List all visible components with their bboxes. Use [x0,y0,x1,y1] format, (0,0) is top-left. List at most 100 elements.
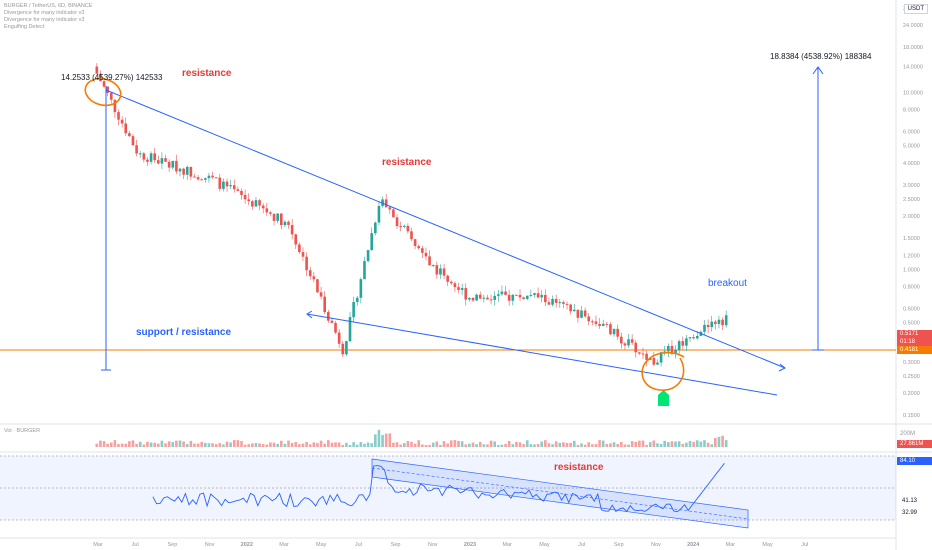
candle-body [272,213,276,221]
time-tick-label: Jul [801,542,808,548]
volume-bar [182,441,185,447]
volume-bar [345,442,348,447]
candle-body [446,275,449,282]
indicator-label[interactable]: Divergence for many indicator v3 [4,10,85,16]
volume-bar [298,444,301,447]
candle-body [305,256,308,271]
candle-body [142,153,146,160]
volume-bar [677,441,681,447]
rsi-line [152,463,725,513]
volume-bar [544,440,547,447]
candle-body [341,343,345,355]
support-price-tag [897,346,932,354]
volume-bar [439,444,442,447]
candle-body [515,294,518,296]
volume-bar [359,442,363,447]
volume-bar [453,440,457,447]
volume-bar [171,442,175,447]
candle-body [395,217,399,227]
candle-body [413,239,417,247]
volume-bar [175,440,178,447]
volume-bar [525,440,529,447]
candle-body [449,281,453,284]
volume-bar [156,443,160,447]
time-tick-label: Mar [93,542,103,548]
candle-body [120,119,124,124]
candle-body [251,201,254,207]
volume-bar [251,443,254,447]
breakout-label: breakout [708,278,747,289]
time-tick-label: Nov [205,542,215,548]
candle-body [117,112,120,120]
countdown-tag [897,338,932,346]
volume-bar [348,444,352,447]
candle-body [290,224,294,235]
indicator-label[interactable]: Divergence for many indicator v3 [4,17,85,23]
candle-body [363,261,366,280]
volume-bar [265,444,269,447]
volume-bar [565,442,569,447]
candle-body [674,349,677,354]
rsi-level-label: 41.13 [902,498,918,504]
volume-bar [591,444,594,447]
volume-bar [131,440,135,447]
candle-body [258,200,261,206]
volume-bar [128,441,131,447]
candle-body [222,181,225,189]
rsi-channel [371,458,749,529]
candle-body [638,352,641,354]
candle-body [279,213,283,226]
current-price-tag [897,330,932,338]
candle-body [189,166,193,177]
volume-bar [102,441,106,447]
volume-bar [692,442,695,447]
candle-body [149,153,153,162]
volume-bar [149,442,153,447]
volume-bar [431,442,435,447]
candle-body [507,294,511,301]
volume-bar [99,440,102,447]
volume-bar [160,440,164,447]
volume-bar [457,440,460,447]
candle-body [131,136,135,146]
volume-bar [594,444,598,447]
volume-bar [706,442,710,447]
candle-body [540,294,544,298]
indicator-label[interactable]: Engulfing Detect [4,24,45,30]
candle-body [218,177,222,189]
candle-body [623,343,627,346]
symbol-title[interactable]: BURGER / TetherUS, 6D, BINANCE [4,3,93,9]
price-tick-label: 4.0000 [903,161,920,167]
candle-body [178,168,182,172]
volume-bar [269,442,272,447]
volume-bar [392,442,395,447]
candle-body [109,92,113,100]
volume-bar [200,441,204,447]
candle-body [167,161,171,168]
currency-button[interactable]: USDT [903,4,928,14]
volume-bar [222,444,225,447]
candle-body [536,293,540,298]
price-tick-label: 1.0000 [903,267,920,273]
candle-body [200,179,204,181]
candle-body [587,316,591,322]
volume-bar [533,444,536,447]
volume-bar [569,442,572,447]
candle-body [359,279,363,298]
volume-bar [703,440,706,447]
candle-body [355,297,359,303]
volume-bar [388,433,392,447]
candle-body [102,81,106,87]
rsi-level-label: 32.99 [902,510,918,516]
volume-bar [258,443,261,447]
candle-body [435,265,439,275]
support-trendline [306,313,778,396]
candle-body [652,357,656,365]
volume-bar [413,443,417,447]
volume-bar [240,441,243,447]
volume-bar [587,442,591,447]
volume-bar [482,444,486,447]
volume-bar [674,441,677,447]
volume-bar [656,443,659,447]
